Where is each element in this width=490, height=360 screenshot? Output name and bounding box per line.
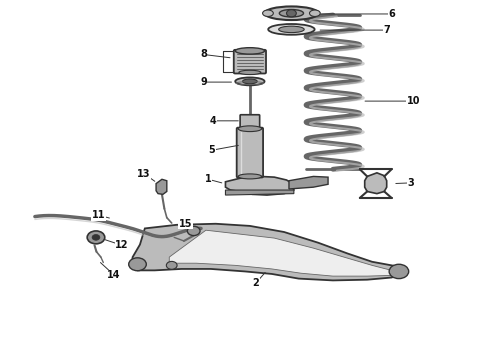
Text: 7: 7 bbox=[383, 25, 390, 35]
Polygon shape bbox=[289, 176, 328, 189]
Ellipse shape bbox=[235, 77, 265, 85]
Ellipse shape bbox=[238, 174, 262, 179]
Ellipse shape bbox=[279, 9, 303, 17]
FancyBboxPatch shape bbox=[237, 128, 263, 177]
Circle shape bbox=[187, 226, 200, 235]
Circle shape bbox=[389, 264, 409, 279]
Text: 4: 4 bbox=[210, 116, 217, 126]
Polygon shape bbox=[156, 179, 167, 194]
Ellipse shape bbox=[310, 10, 320, 17]
Text: 12: 12 bbox=[115, 240, 128, 250]
Polygon shape bbox=[225, 176, 294, 195]
Ellipse shape bbox=[239, 70, 261, 75]
Text: 9: 9 bbox=[200, 77, 207, 87]
Ellipse shape bbox=[235, 48, 265, 54]
Text: 8: 8 bbox=[200, 49, 207, 59]
Text: 2: 2 bbox=[252, 278, 259, 288]
Text: 14: 14 bbox=[107, 270, 121, 280]
Text: 6: 6 bbox=[388, 9, 395, 19]
Polygon shape bbox=[169, 230, 396, 276]
Circle shape bbox=[129, 258, 147, 271]
Circle shape bbox=[87, 231, 105, 244]
FancyBboxPatch shape bbox=[240, 115, 260, 129]
Text: 1: 1 bbox=[205, 174, 212, 184]
Text: 3: 3 bbox=[408, 178, 415, 188]
Ellipse shape bbox=[265, 6, 318, 20]
Circle shape bbox=[287, 10, 296, 17]
Text: 15: 15 bbox=[179, 219, 192, 229]
Ellipse shape bbox=[166, 261, 177, 269]
Circle shape bbox=[92, 234, 100, 240]
FancyBboxPatch shape bbox=[234, 50, 266, 73]
Ellipse shape bbox=[279, 26, 304, 33]
Polygon shape bbox=[225, 190, 294, 195]
Text: 13: 13 bbox=[137, 168, 150, 179]
Ellipse shape bbox=[243, 140, 257, 148]
Text: 5: 5 bbox=[208, 145, 215, 155]
Ellipse shape bbox=[263, 10, 273, 17]
Polygon shape bbox=[365, 173, 387, 194]
Polygon shape bbox=[132, 224, 401, 280]
Ellipse shape bbox=[238, 126, 262, 132]
Text: 11: 11 bbox=[92, 210, 105, 220]
Text: 10: 10 bbox=[407, 96, 420, 106]
Ellipse shape bbox=[268, 24, 315, 35]
Ellipse shape bbox=[243, 79, 257, 84]
